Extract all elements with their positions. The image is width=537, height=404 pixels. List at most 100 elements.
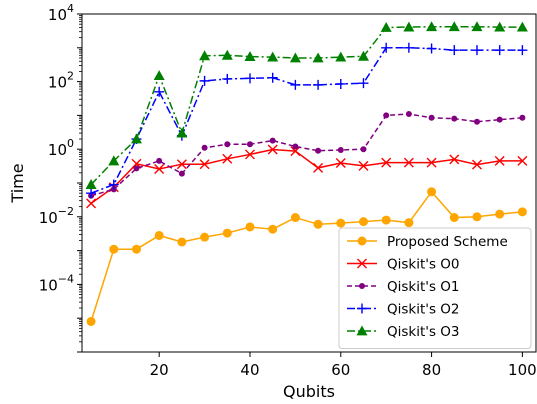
data-point [471, 159, 482, 170]
data-point [244, 51, 256, 61]
data-point [244, 149, 255, 160]
legend-label: Qiskit's O3 [387, 324, 460, 340]
legend-entry: Proposed Scheme [347, 234, 508, 250]
data-point [473, 118, 480, 125]
data-point [201, 144, 208, 151]
data-point [177, 237, 187, 247]
data-point [108, 155, 120, 166]
y-tick-exponent: 4 [67, 2, 74, 15]
x-tick-label: 20 [150, 361, 169, 379]
data-point [449, 213, 459, 223]
data-point [292, 143, 299, 150]
legend-box [338, 227, 532, 349]
data-point [267, 72, 278, 83]
x-tick-label: 40 [240, 361, 259, 379]
data-point [86, 316, 96, 326]
y-tick-exponent: −4 [58, 272, 74, 285]
data-point [290, 146, 301, 157]
x-tick-label: 100 [508, 361, 537, 379]
y-tick-base: 10 [39, 276, 58, 294]
data-point [494, 45, 505, 56]
y-tick-label: 100 [48, 137, 74, 159]
y-tick-label: 10−4 [39, 272, 74, 294]
data-point [315, 147, 322, 154]
data-point [178, 170, 185, 177]
data-point [381, 215, 391, 225]
legend: Proposed Scheme Qiskit's O0 Qiskit's O1 Qis… [338, 227, 532, 349]
legend-marker [357, 303, 367, 314]
data-point [357, 50, 369, 61]
data-point [381, 157, 392, 168]
data-point [267, 51, 279, 62]
data-point [154, 163, 165, 174]
legend-label: Qiskit's O2 [387, 302, 460, 318]
x-tick-label: 80 [422, 361, 441, 379]
legend-marker [357, 236, 367, 246]
y-axis-label: Time [8, 163, 27, 203]
data-point [427, 187, 437, 197]
data-point [199, 159, 210, 170]
data-point [109, 244, 119, 254]
data-point [221, 49, 233, 60]
data-point [517, 155, 528, 166]
data-point [313, 162, 324, 173]
data-point [222, 153, 233, 164]
y-tick-label: 102 [48, 70, 74, 92]
series-3 [86, 42, 528, 199]
data-point [199, 75, 210, 86]
y-tick-label: 104 [48, 2, 74, 24]
data-point [268, 224, 278, 234]
legend-entry: Qiskit's O1 [347, 279, 460, 295]
data-point [224, 141, 231, 148]
data-point [290, 213, 300, 223]
data-point [313, 219, 323, 229]
data-point [448, 21, 460, 32]
data-point [154, 86, 165, 97]
data-point [471, 21, 483, 32]
series-line [90, 47, 523, 194]
series-line [90, 113, 523, 197]
legend-label: Qiskit's O0 [387, 257, 460, 273]
data-point [335, 51, 347, 62]
data-point [245, 222, 255, 232]
data-point [403, 157, 414, 168]
data-point [472, 212, 482, 222]
data-point [471, 45, 482, 56]
data-point [269, 137, 276, 144]
y-tick-base: 10 [39, 209, 58, 227]
y-tick-exponent: −2 [58, 205, 74, 218]
data-point [156, 157, 163, 164]
data-point [313, 79, 324, 90]
series-1 [86, 144, 528, 209]
data-point [516, 21, 528, 32]
data-point [403, 42, 414, 53]
data-point [428, 114, 435, 121]
y-tick-base: 10 [48, 141, 67, 159]
y-tick-label: 10−2 [39, 205, 74, 227]
data-point [289, 52, 301, 63]
data-point [494, 21, 506, 32]
data-point [222, 73, 233, 84]
legend-marker [357, 258, 367, 269]
data-point [244, 73, 255, 84]
data-point [380, 21, 392, 32]
data-point [108, 179, 119, 190]
data-point [335, 158, 346, 169]
legend-entry: Qiskit's O2 [347, 302, 460, 318]
data-point [133, 165, 140, 172]
data-point [404, 218, 414, 228]
legend-marker [359, 283, 365, 289]
data-point [86, 198, 97, 209]
data-point [426, 43, 437, 54]
y-tick-exponent: 2 [67, 70, 74, 83]
data-point [517, 207, 527, 217]
x-axis-label: Qubits [283, 382, 335, 401]
x-tick-label: 60 [331, 361, 350, 379]
data-point [153, 70, 165, 81]
series-line [90, 148, 523, 204]
data-point [176, 127, 188, 138]
data-point [358, 217, 368, 227]
data-point [494, 155, 505, 166]
